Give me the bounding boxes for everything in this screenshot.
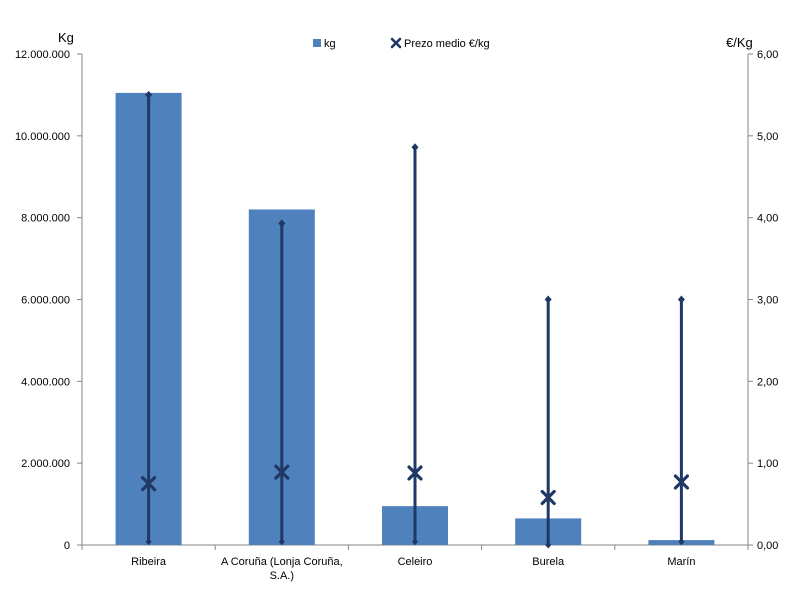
price-markers [141,464,690,506]
left-tick-label: 2.000.000 [21,458,70,470]
price-high-marker [677,295,685,304]
x-tick-label: Ribeira [131,556,167,568]
legend-label-price: Prezo medio €/kg [404,38,490,50]
left-tick-label: 10.000.000 [15,131,70,143]
price-marker-stroke [673,474,690,490]
legend-marker-stroke [390,37,402,49]
price-marker-x [540,489,556,506]
right-tick-label: 3,00 [757,295,778,307]
right-axis-ticks: 0,00 1,00 2,00 3,00 4,00 5,00 6,00 [748,49,778,552]
left-tick-label: 6.000.000 [21,295,70,307]
legend: kg Prezo medio €/kg [313,37,490,50]
right-axis-unit-label: €/Kg [726,35,753,50]
left-tick-label: 4.000.000 [21,376,70,388]
x-tick-label-line: A Coruña (Lonja Coruña, [221,556,343,568]
price-low-marker [278,538,285,546]
right-tick-label: 6,00 [757,49,778,61]
price-range-lines [145,90,685,549]
x-tick-label-line: S.A.) [270,570,294,582]
right-tick-label: 0,00 [757,540,778,552]
left-tick-label: 8.000.000 [21,213,70,225]
right-tick-label: 2,00 [757,376,778,388]
price-marker-stroke [274,464,290,480]
legend-swatch-kg [313,39,321,47]
legend-label-kg: kg [324,38,336,50]
price-low-marker [145,538,152,546]
x-tick-label: A Coruña (Lonja Coruña, S.A.) [221,556,343,582]
price-low-marker [678,538,685,546]
x-tick-label-line: Ribeira [131,556,167,568]
left-axis-ticks: 0 2.000.000 4.000.000 6.000.000 8.000.000 10.… [15,49,82,552]
right-tick-label: 4,00 [757,213,778,225]
price-low-marker [545,541,552,549]
x-tick-label-line: Burela [532,556,565,568]
price-high-marker [278,219,286,228]
price-marker-x [407,465,423,481]
left-axis-unit-label: Kg [58,30,74,45]
price-marker-stroke [407,465,423,481]
price-high-marker [145,90,153,99]
right-tick-label: 1,00 [757,458,778,470]
x-tick-label-line: Celeiro [398,556,433,568]
left-tick-label: 0 [64,540,70,552]
right-tick-label: 5,00 [757,131,778,143]
legend-marker-price [390,37,402,49]
price-low-marker [412,538,418,546]
x-tick-label: Celeiro [398,556,433,568]
x-tick-label-line: Marín [667,556,695,568]
price-marker-x [274,464,290,480]
left-tick-label: 12.000.000 [15,49,70,61]
x-tick-label: Burela [532,556,565,568]
x-tick-label: Marín [667,556,695,568]
price-marker-stroke [540,489,556,506]
price-high-marker [544,295,552,304]
price-high-marker [411,143,419,152]
price-marker-x [673,474,690,490]
x-axis-ticks: Ribeira A Coruña (Lonja Coruña, S.A.) Celei… [81,545,749,582]
price-marker-x [141,476,157,492]
price-marker-stroke [141,476,157,492]
